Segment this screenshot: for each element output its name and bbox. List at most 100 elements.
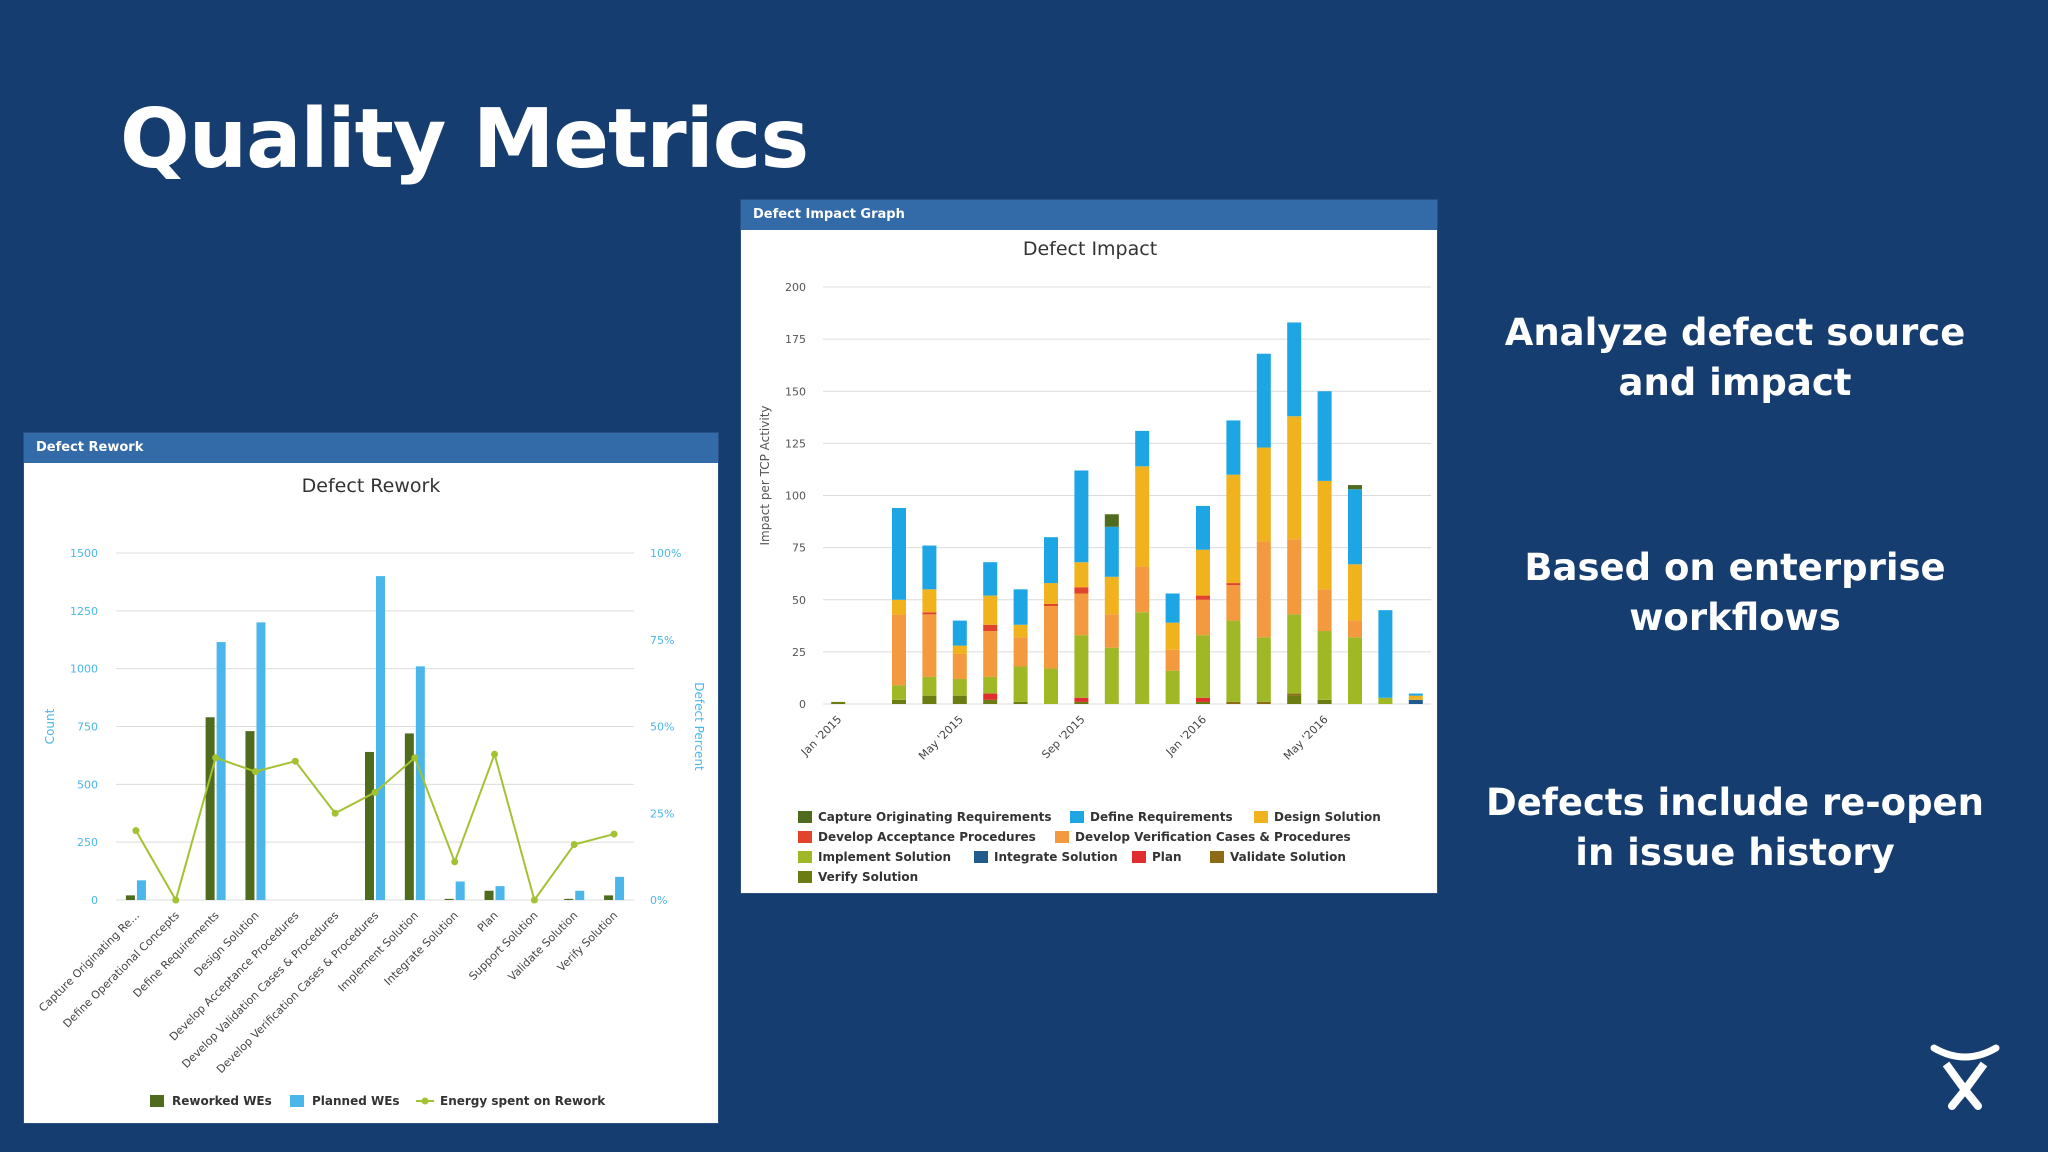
stacked-bar-segment <box>1256 637 1271 702</box>
energy-point <box>570 840 578 848</box>
bar-reworked <box>444 898 454 900</box>
bar-planned <box>376 576 385 900</box>
stacked-bar-segment <box>1165 622 1180 650</box>
y-tick-label: 150 <box>785 385 806 398</box>
stacked-bar-segment <box>1287 322 1302 417</box>
stacked-bar-segment <box>1287 416 1302 540</box>
x-tick-label: May '2016 <box>1281 713 1331 763</box>
stacked-bar-segment <box>1074 635 1089 698</box>
x-tick-label: Jan '2015 <box>798 713 844 759</box>
stacked-bar-segment <box>1135 466 1150 567</box>
stacked-bar-segment <box>922 676 937 696</box>
defect-rework-chart: Defect Rework 0 250 500 750 1000 1250 1500 0% 25%… <box>36 475 706 1108</box>
legend-swatch <box>1254 811 1268 823</box>
bar-reworked <box>404 733 414 900</box>
stacked-bar-segment <box>1074 593 1089 636</box>
stacked-bar-segment <box>983 676 998 694</box>
stacked-bar-segment <box>952 645 967 654</box>
stacked-bar-segment <box>892 699 906 704</box>
stacked-bar-segment <box>1104 576 1119 615</box>
stacked-bar-segment <box>1317 589 1332 632</box>
stacked-bar-segment <box>1013 589 1028 625</box>
stacked-bar-segment <box>892 599 906 615</box>
stacked-bar-segment <box>892 685 906 700</box>
stacked-bar-segment <box>1226 585 1241 621</box>
legend-swatch <box>798 811 812 823</box>
legend-swatch <box>1055 831 1069 843</box>
bullet-analyze-defect: Analyze defect source and impact <box>1504 311 1966 404</box>
stacked-bar-segment <box>1317 699 1332 704</box>
stacked-bar-segment <box>1348 485 1362 490</box>
y-tick-label: 75 <box>792 542 806 555</box>
x-tick-label: Support Solution <box>466 909 540 983</box>
stacked-bar-segment <box>1135 612 1150 704</box>
x-tick-label: Sep '2015 <box>1039 713 1087 761</box>
defect-impact-panel: Defect Impact Graph Defect Impact 0 25 50 75… <box>741 200 1437 893</box>
stacked-bar-segment <box>983 693 998 700</box>
y-axis-label: Count <box>43 708 57 744</box>
bar-reworked <box>365 751 374 900</box>
y2-tick-label: 25% <box>650 807 674 820</box>
x-tick-label: Plan <box>475 909 501 935</box>
legend-label: Develop Verification Cases & Procedures <box>1075 830 1351 844</box>
stacked-bar-segment <box>952 653 967 679</box>
stacked-bar-segment <box>1044 606 1058 669</box>
legend-swatch <box>974 851 988 863</box>
stacked-bar-segment <box>1408 693 1423 696</box>
stacked-bar-segment <box>1196 549 1210 596</box>
bar-planned <box>495 886 505 900</box>
energy-point <box>331 809 339 817</box>
stacked-bar-segment <box>1226 474 1241 584</box>
legend-swatch <box>1132 851 1146 863</box>
legend-label: Design Solution <box>1274 810 1381 824</box>
slide-title: Quality Metrics <box>120 92 809 187</box>
stacked-bar-segment <box>922 545 937 590</box>
stacked-bar-segment <box>1196 595 1210 600</box>
chart-title: Defect Impact <box>1023 238 1157 260</box>
stacked-bar-segment <box>1013 624 1028 638</box>
stacked-bar-segment <box>1287 539 1302 615</box>
stacked-bar-segment <box>922 614 937 677</box>
bar-planned <box>136 880 146 900</box>
stacked-bar-segment <box>922 612 937 615</box>
x-tick-label: Jan '2016 <box>1163 713 1209 759</box>
y-tick-label: 200 <box>785 281 806 294</box>
energy-point <box>291 757 299 765</box>
stacked-bar-segment <box>1074 701 1089 704</box>
y-tick-label: 25 <box>792 646 806 659</box>
stacked-bar-segment <box>1348 489 1362 565</box>
y-tick-label: 250 <box>77 836 98 849</box>
stacked-bar-segment <box>1104 526 1119 577</box>
y-tick-label: 1250 <box>70 605 98 618</box>
stacked-bar-segment <box>1196 701 1210 704</box>
stacked-bar-segment <box>1074 562 1089 588</box>
energy-point <box>610 830 618 838</box>
stacked-bar-segment <box>1104 614 1119 648</box>
legend-label: Capture Originating Requirements <box>818 810 1052 824</box>
y-axis-label: Impact per TCP Activity <box>758 406 772 546</box>
defect-rework-panel-header: Defect Rework <box>24 433 718 463</box>
y-tick-label: 0 <box>799 698 806 711</box>
legend-label: Validate Solution <box>1230 850 1346 864</box>
energy-point <box>451 858 459 866</box>
y-tick-label: 0 <box>91 894 98 907</box>
chart-title: Defect Rework <box>302 475 441 497</box>
y-tick-label: 50 <box>792 594 806 607</box>
stacked-bar-segment <box>952 695 967 704</box>
stacked-bar-segment <box>1013 666 1028 702</box>
stacked-bar-segment <box>1408 699 1423 704</box>
defect-rework-panel: Defect Rework Defect Rework 0 250 500 750 100… <box>24 433 718 1123</box>
legend-swatch <box>1210 851 1224 863</box>
legend-label: Develop Acceptance Procedures <box>818 830 1036 844</box>
legend-label: Integrate Solution <box>994 850 1118 864</box>
atlassian-logo-icon <box>1930 1044 2000 1110</box>
x-tick-label: May '2015 <box>916 713 966 763</box>
stacked-bar-segment <box>1165 649 1180 671</box>
x-tick-label: Validate Solution <box>506 909 581 984</box>
legend-label: Define Requirements <box>1090 810 1233 824</box>
stacked-bar-segment <box>1044 583 1058 604</box>
stacked-bar-segment <box>1165 670 1180 704</box>
legend-swatch <box>798 831 812 843</box>
stacked-bar-segment <box>1378 610 1393 698</box>
defect-impact-panel-header: Defect Impact Graph <box>741 200 1437 230</box>
